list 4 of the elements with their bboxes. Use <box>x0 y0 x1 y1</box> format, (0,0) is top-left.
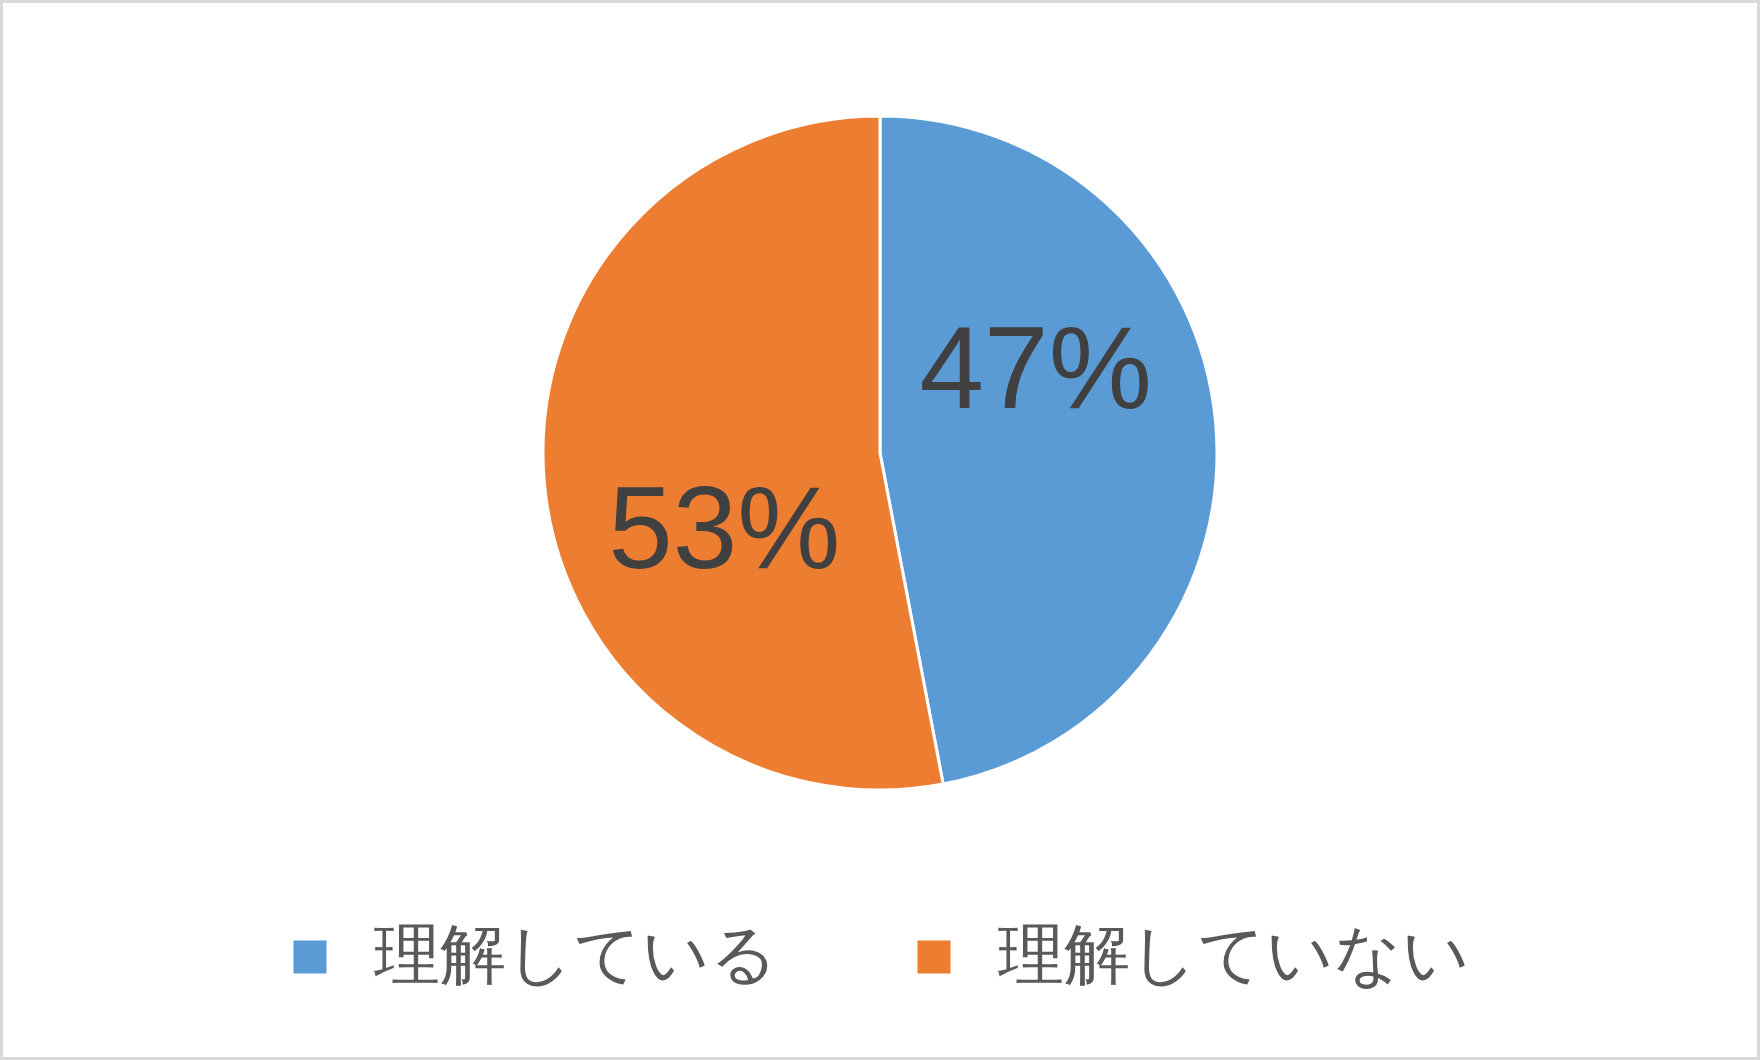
legend-label: 理解している <box>374 917 778 991</box>
data-label: 53% <box>608 462 841 593</box>
data-label: 47% <box>919 303 1152 434</box>
legend-label: 理解していない <box>998 917 1470 991</box>
